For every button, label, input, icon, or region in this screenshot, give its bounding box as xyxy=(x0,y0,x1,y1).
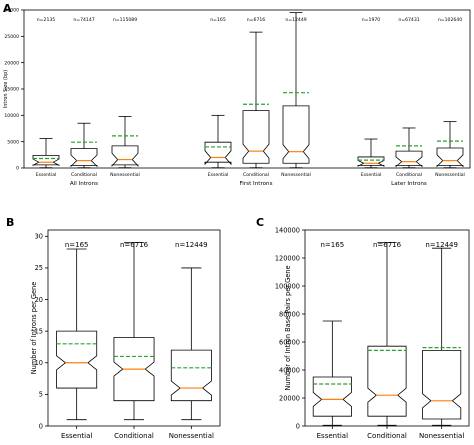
box-body xyxy=(242,110,270,164)
sample-size-label: n=2135 xyxy=(37,17,56,23)
sample-size-label: n=74147 xyxy=(73,17,94,23)
sample-size-label: n=165 xyxy=(65,241,89,249)
box-body xyxy=(395,150,423,168)
box-body xyxy=(357,156,385,167)
sample-size-label: n=6716 xyxy=(247,17,266,23)
y-tick-label: 60000 xyxy=(279,338,300,346)
box-body xyxy=(312,376,352,417)
x-tick-label: Conditional xyxy=(71,172,97,178)
y-axis-label: Number of Introns per Gene xyxy=(30,282,38,375)
x-tick-label: Nonessential xyxy=(419,432,464,440)
sample-size-label: n=12449 xyxy=(425,241,458,249)
group-label: All Introns xyxy=(70,181,98,187)
y-axis-label: Number of Intron Base Pairs per Gene xyxy=(284,265,292,390)
x-tick-label: Conditional xyxy=(114,432,154,440)
sample-size-label: n=1970 xyxy=(362,17,381,23)
y-tick-label: 15000 xyxy=(4,87,19,93)
x-tick-label: Nonessential xyxy=(435,172,465,178)
box-body xyxy=(32,154,60,167)
sample-size-label: n=165 xyxy=(320,241,344,249)
x-tick-label: Essential xyxy=(208,172,229,178)
sample-size-label: n=6716 xyxy=(120,241,149,249)
y-tick-label: 120000 xyxy=(275,254,300,262)
box-body xyxy=(70,148,98,168)
box-body xyxy=(111,145,139,167)
y-tick-label: 20000 xyxy=(4,60,19,66)
box-body xyxy=(282,105,310,164)
box-body xyxy=(204,141,232,166)
y-tick-label: 80000 xyxy=(279,310,300,318)
sample-size-label: n=115089 xyxy=(113,17,137,23)
y-tick-label: 100000 xyxy=(275,282,300,290)
sample-size-label: n=6716 xyxy=(373,241,402,249)
x-tick-label: Conditional xyxy=(396,172,422,178)
y-tick-label: 25000 xyxy=(4,34,19,40)
x-tick-label: Essential xyxy=(36,172,57,178)
box-body xyxy=(422,349,462,420)
y-tick-label: 25 xyxy=(35,264,43,272)
group-label: First Introns xyxy=(240,181,273,187)
y-tick-label: 30000 xyxy=(4,8,19,14)
box-body xyxy=(436,147,464,168)
y-tick-label: 20000 xyxy=(279,394,300,402)
y-tick-label: 10 xyxy=(35,359,43,367)
x-tick-label: Nonessential xyxy=(169,432,214,440)
y-tick-label: 30 xyxy=(35,233,43,241)
y-tick-label: 15 xyxy=(35,327,43,335)
y-tick-label: 0 xyxy=(16,166,19,172)
y-tick-label: 5 xyxy=(39,391,43,399)
box-body xyxy=(170,349,212,402)
y-tick-label: 0 xyxy=(39,422,43,430)
panel-label-c: C xyxy=(256,216,264,229)
box-body xyxy=(367,345,407,417)
box-body xyxy=(56,330,98,389)
sample-size-label: n=12449 xyxy=(285,17,306,23)
panel-label-b: B xyxy=(6,216,14,229)
x-tick-label: Nonessential xyxy=(110,172,140,178)
y-tick-label: 10000 xyxy=(4,113,19,119)
x-tick-label: Essential xyxy=(361,172,382,178)
x-tick-label: Essential xyxy=(61,432,92,440)
y-tick-label: 140000 xyxy=(275,226,300,234)
sample-size-label: n=165 xyxy=(210,17,226,23)
y-tick-label: 0 xyxy=(296,422,300,430)
x-tick-label: Conditional xyxy=(243,172,269,178)
y-axis-label: Intron Size (bp) xyxy=(3,70,9,109)
y-tick-label: 5000 xyxy=(7,139,19,145)
sample-size-label: n=67431 xyxy=(398,17,419,23)
y-tick-label: 20 xyxy=(35,296,43,304)
sample-size-label: n=12449 xyxy=(175,241,208,249)
x-tick-label: Conditional xyxy=(367,432,407,440)
group-label: Later Introns xyxy=(391,181,427,187)
sample-size-label: n=102640 xyxy=(438,17,462,23)
x-tick-label: Essential xyxy=(317,432,348,440)
y-tick-label: 40000 xyxy=(279,366,300,374)
x-tick-label: Nonessential xyxy=(281,172,311,178)
panel-label-a: A xyxy=(3,2,12,15)
